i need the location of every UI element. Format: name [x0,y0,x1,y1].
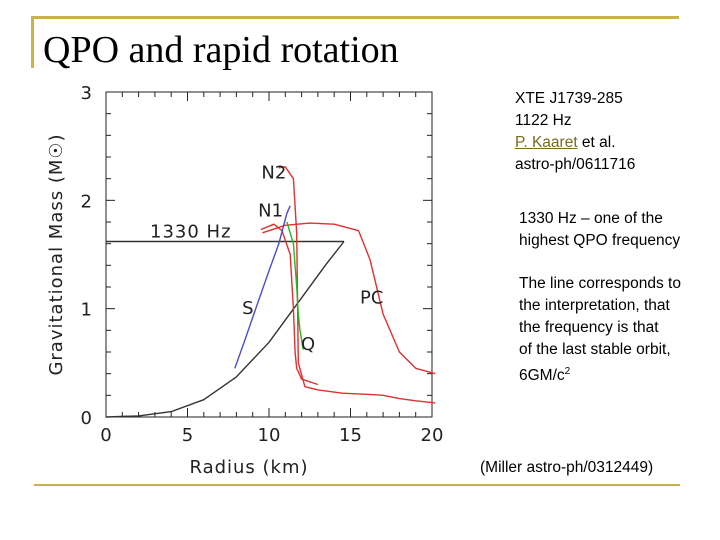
mass-radius-chart: 0 5 10 15 20 0 1 2 3 Radius (km) Gravitational Mas… [46,83,444,477]
series-line [105,241,345,418]
x-axis-label: Radius (km) [189,457,308,477]
formula-exponent: 2 [564,366,571,377]
citation: (Miller astro-ph/0312449) [480,459,654,476]
x-tick-label: 0 [100,425,111,446]
x-tick-label: 5 [182,425,193,446]
note-line: 6GM/c2 [519,361,681,387]
y-tick-label: 3 [81,83,92,104]
y-tick-label: 2 [81,191,92,212]
curve-label: S [242,298,253,319]
note-line: the frequency is that [519,319,659,336]
orbit-formula: 6GM/c [519,367,565,385]
frequency-annotation: 1330 Hz [150,222,232,243]
slide-title: QPO and rapid rotation [43,29,399,71]
series-line [260,223,319,386]
note-line: the interpretation, that [519,297,670,314]
interpretation-note: The line corresponds to the interpretati… [519,273,681,387]
author-link[interactable]: P. Kaaret [515,134,578,151]
qpo-note-line: highest QPO frequency [519,232,681,249]
series-line [278,166,436,404]
frequency-value: 1122 Hz [515,112,572,129]
note-line: The line corresponds to [519,275,681,292]
arxiv-id: astro-ph/0611716 [515,156,636,173]
note-line: of the last stable orbit, [519,341,671,358]
qpo-note: 1330 Hz – one of the highest QPO frequen… [519,208,680,252]
curve-label: N2 [261,163,286,184]
plot-frame-box [105,91,433,418]
source-name: XTE J1739-285 [515,90,623,107]
curve-label: PC [360,287,383,308]
top-rule [31,16,679,19]
left-rule [31,16,34,68]
curve-label: Q [301,334,315,355]
author-suffix: et al. [577,134,616,151]
series-line [286,221,304,350]
x-tick-label: 20 [421,425,444,446]
y-tick-label: 0 [81,408,92,429]
series-line [262,222,436,375]
author-line: P. Kaaret et al. [515,132,635,154]
x-tick-label: 10 [258,425,281,446]
bottom-rule [34,484,680,486]
x-tick-label: 15 [339,425,362,446]
y-axis-label: Gravitational Mass (M☉) [46,133,67,375]
reference-block: XTE J1739-285 1122 Hz P. Kaaret et al. a… [515,88,635,176]
y-tick-label: 1 [81,300,92,321]
qpo-note-line: 1330 Hz – one of the [519,210,663,227]
curve-label: N1 [258,201,283,222]
series-line [234,205,291,369]
